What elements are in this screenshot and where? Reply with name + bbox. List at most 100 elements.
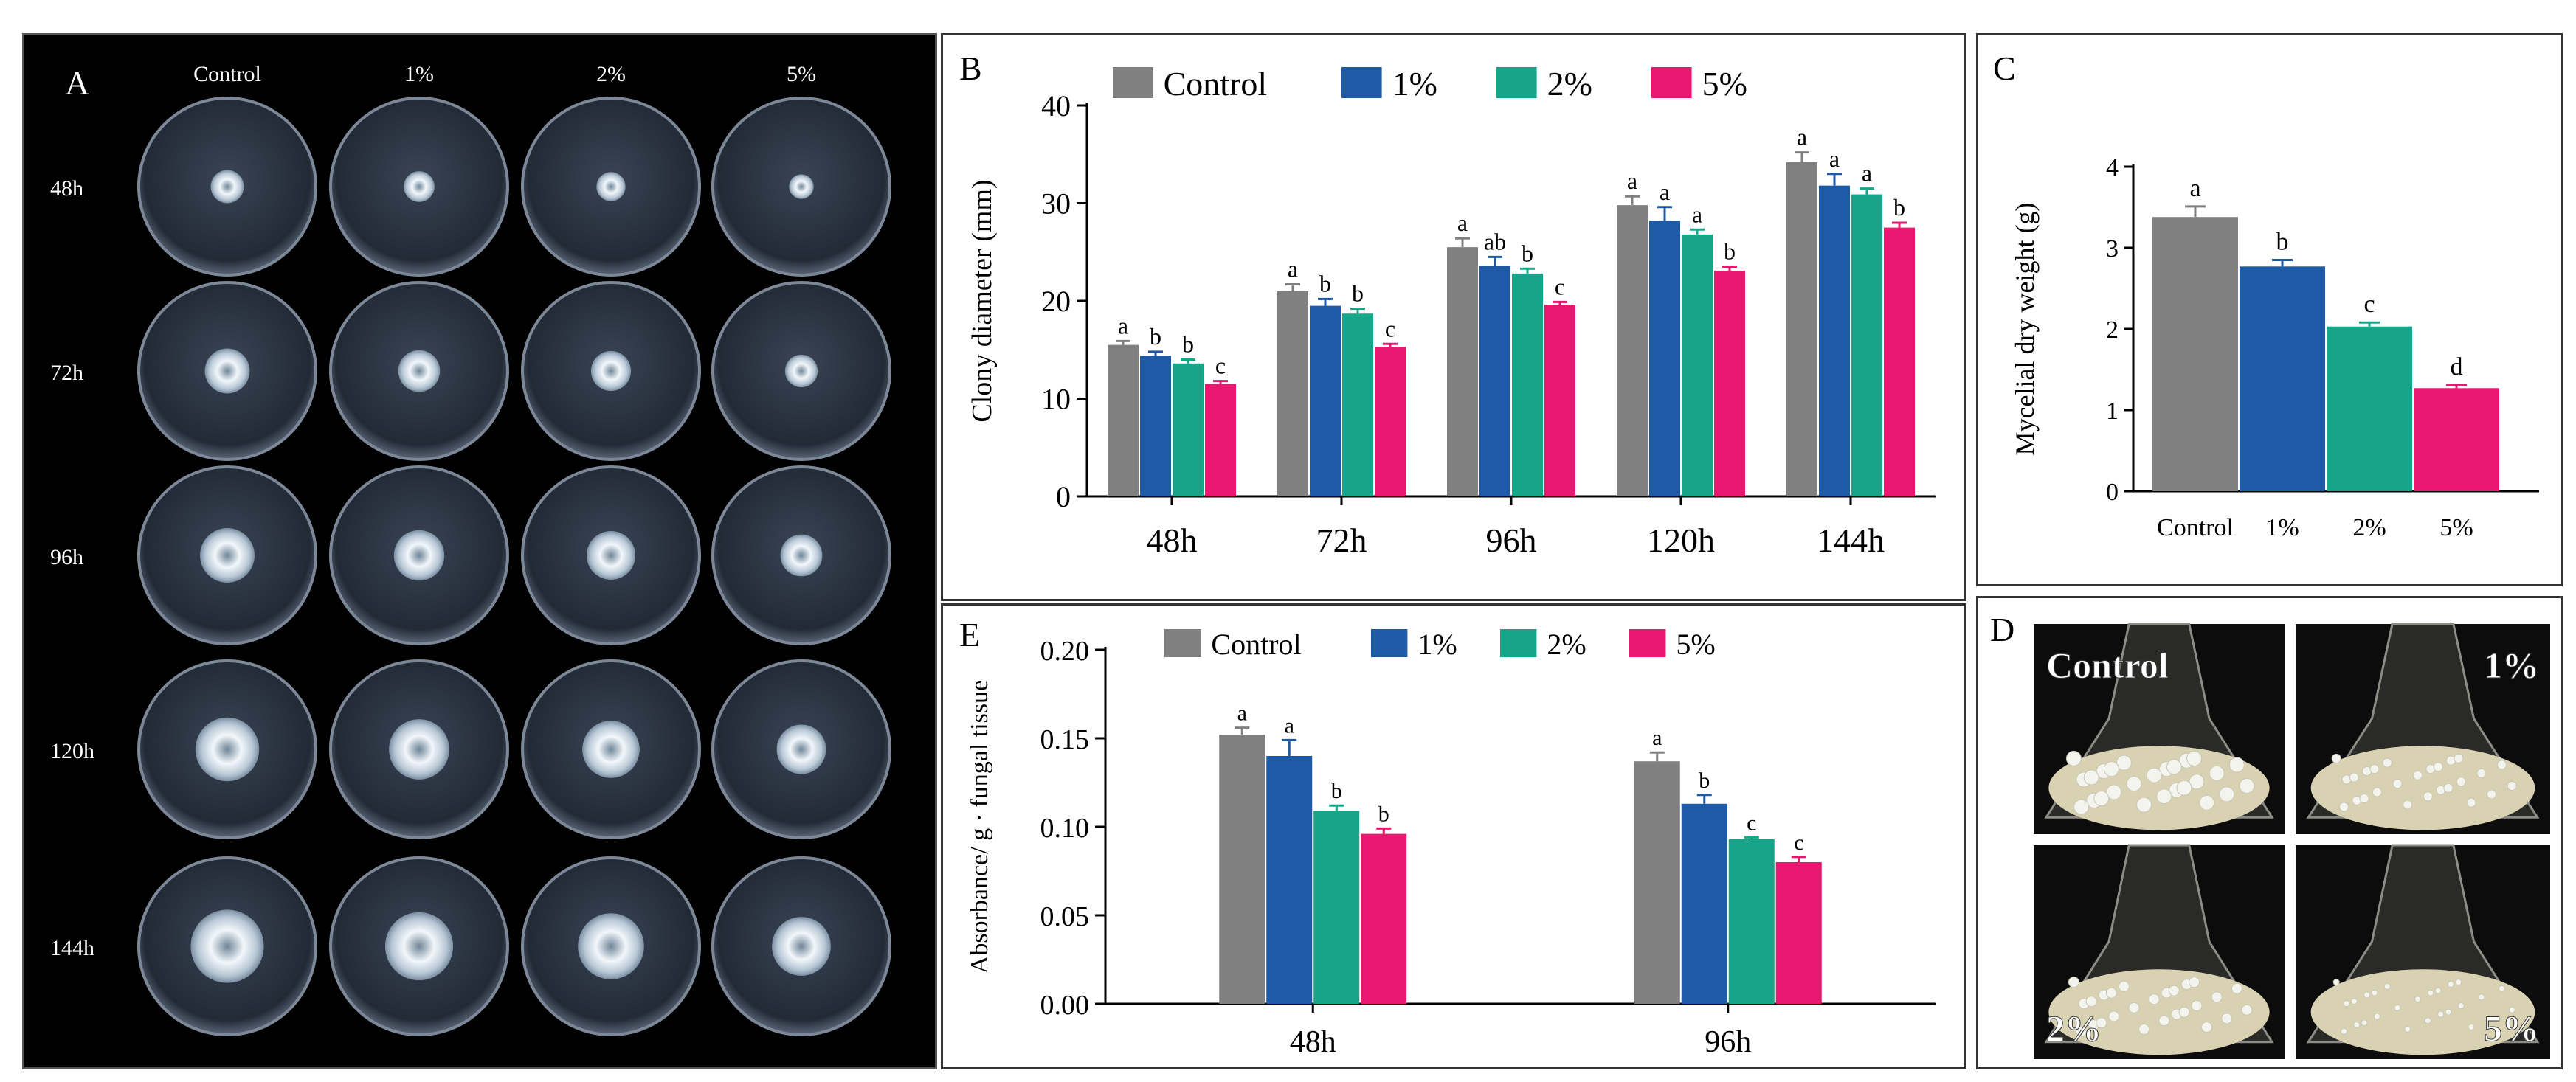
legend-label-5pct: 5%	[1676, 628, 1715, 661]
row-label-96h: 96h	[50, 545, 83, 569]
panel-label-e: E	[959, 616, 980, 653]
significance-letter: b	[1699, 769, 1710, 793]
significance-letter: c	[1385, 315, 1395, 341]
x-tick-label-96h: 96h	[1486, 521, 1537, 559]
bar-2pct-96h	[1728, 839, 1775, 1004]
legend-label-control: Control	[1211, 628, 1301, 661]
significance-letter: a	[2189, 175, 2200, 202]
y-tick-label: 2	[2106, 316, 2119, 344]
flask-label-control: Control	[2046, 645, 2169, 686]
colony-72h-5pct	[784, 354, 818, 388]
bar-control-48h	[1219, 735, 1265, 1004]
y-tick-label: 0	[1056, 480, 1071, 513]
colony-48h-2pct	[596, 172, 626, 201]
legend-swatch-5pct	[1629, 629, 1666, 657]
panel-label-a: A	[65, 64, 89, 102]
bar-5pct-144h	[1884, 227, 1915, 496]
y-tick-label: 0	[2106, 479, 2119, 506]
x-tick-label-2pct: 2%	[2352, 514, 2386, 541]
bar-1pct-96h	[1479, 266, 1510, 496]
significance-letter: a	[1285, 713, 1294, 738]
significance-letter: c	[1215, 353, 1226, 379]
flask-label-1pct: 1%	[2484, 645, 2539, 686]
colony-144h-1pct	[384, 912, 454, 981]
panel-d: D Control 1% 2% 5%	[1976, 596, 2563, 1069]
colony-96h-1pct	[393, 530, 445, 581]
legend-label-control: Control	[1164, 65, 1268, 103]
bar-control-96h	[1634, 761, 1680, 1004]
y-tick-label: 10	[1041, 383, 1071, 416]
panel-c: C 0 1 2 3 4 Mycelial dry weight (g) a Control b 1%…	[1976, 33, 2563, 586]
bar-5pct	[2414, 388, 2499, 491]
significance-letter: b	[2276, 229, 2289, 256]
flask-photo-control	[2034, 623, 2285, 834]
significance-letter: a	[1797, 124, 1807, 150]
panel-label-d: D	[1990, 611, 2014, 648]
y-tick-label: 0.15	[1040, 724, 1090, 755]
flask-label-2pct: 2%	[2046, 1008, 2102, 1049]
y-tick-label: 4	[2106, 154, 2119, 181]
bar-5pct-72h	[1375, 347, 1406, 496]
bar-1pct-120h	[1649, 221, 1680, 496]
bar-2pct	[2327, 326, 2412, 491]
y-tick-label: 1	[2106, 398, 2119, 425]
significance-letter: b	[1319, 270, 1331, 296]
colony-48h-1pct	[404, 171, 435, 202]
x-tick-label-control: Control	[2157, 514, 2234, 541]
colony-120h-1pct	[389, 719, 449, 780]
bar-2pct-144h	[1851, 194, 1882, 496]
colony-120h-5pct	[776, 724, 826, 774]
column-label-control: Control	[193, 62, 261, 86]
significance-letter: c	[2363, 291, 2375, 318]
y-tick-label: 40	[1041, 89, 1071, 122]
colony-96h-5pct	[780, 534, 823, 577]
bar-5pct-96h	[1544, 305, 1575, 496]
bar-control-72h	[1277, 291, 1308, 496]
significance-letter: b	[1893, 194, 1905, 221]
y-axis-label: Clony diameter (mm)	[967, 179, 998, 422]
bar-2pct-72h	[1342, 313, 1373, 496]
y-axis-label: Mycelial dry weight (g)	[2010, 203, 2040, 456]
flask-label-5pct: 5%	[2484, 1008, 2539, 1049]
x-tick-label-96h: 96h	[1705, 1025, 1751, 1059]
y-tick-label: 0.00	[1040, 990, 1090, 1021]
bar-2pct-48h	[1313, 811, 1360, 1004]
y-axis-label: Absorbance/ g · fungal tissue	[966, 680, 993, 974]
row-label-48h: 48h	[50, 176, 83, 201]
panel-b: B 0 10 20 30 40 Clony diameter (mm) a b b c 48h a b b c…	[941, 33, 1966, 601]
panel-e: E 0.00 0.05 0.10 0.15 0.20 Absorbance/ g · fun…	[941, 603, 1966, 1069]
significance-letter: a	[1118, 312, 1128, 339]
legend-label-1pct: 1%	[1392, 65, 1437, 103]
panel-a-plates: A Control 1% 2% 5% 48h 72h 96h 120h 144h	[50, 62, 891, 1036]
bar-1pct-72h	[1310, 305, 1341, 496]
legend-swatch-2pct	[1500, 629, 1537, 657]
flask-photo-2pct	[2034, 844, 2285, 1059]
legend-swatch-2pct	[1496, 67, 1537, 98]
panel-label-b: B	[959, 49, 982, 87]
colony-96h-control	[200, 528, 255, 583]
y-tick-label: 0.05	[1040, 901, 1090, 932]
significance-letter: a	[1862, 160, 1872, 187]
colony-72h-2pct	[590, 350, 632, 392]
bar-control-96h	[1447, 247, 1478, 496]
bar-2pct-48h	[1173, 363, 1204, 496]
significance-letter: b	[1331, 779, 1342, 803]
bar-control-48h	[1108, 344, 1139, 496]
significance-letter: b	[1724, 238, 1736, 265]
row-label-120h: 120h	[50, 739, 94, 763]
significance-letter: d	[2451, 353, 2463, 381]
legend-label-5pct: 5%	[1702, 65, 1747, 103]
significance-letter: a	[1237, 701, 1247, 726]
bar-1pct-144h	[1819, 185, 1850, 496]
significance-letter: c	[1747, 811, 1756, 835]
legend-swatch-1pct	[1371, 629, 1408, 657]
flask-photo-1pct	[2296, 623, 2550, 834]
panel-a: A Control 1% 2% 5% 48h 72h 96h 120h 144h	[22, 33, 937, 1069]
colony-144h-2pct	[578, 913, 644, 979]
y-tick-label: 0.20	[1040, 636, 1090, 667]
significance-letter: b	[1378, 802, 1389, 826]
significance-letter: a	[1627, 167, 1637, 194]
bar-control	[2152, 217, 2238, 491]
bar-control-120h	[1617, 205, 1648, 496]
legend-swatch-control	[1164, 629, 1201, 657]
